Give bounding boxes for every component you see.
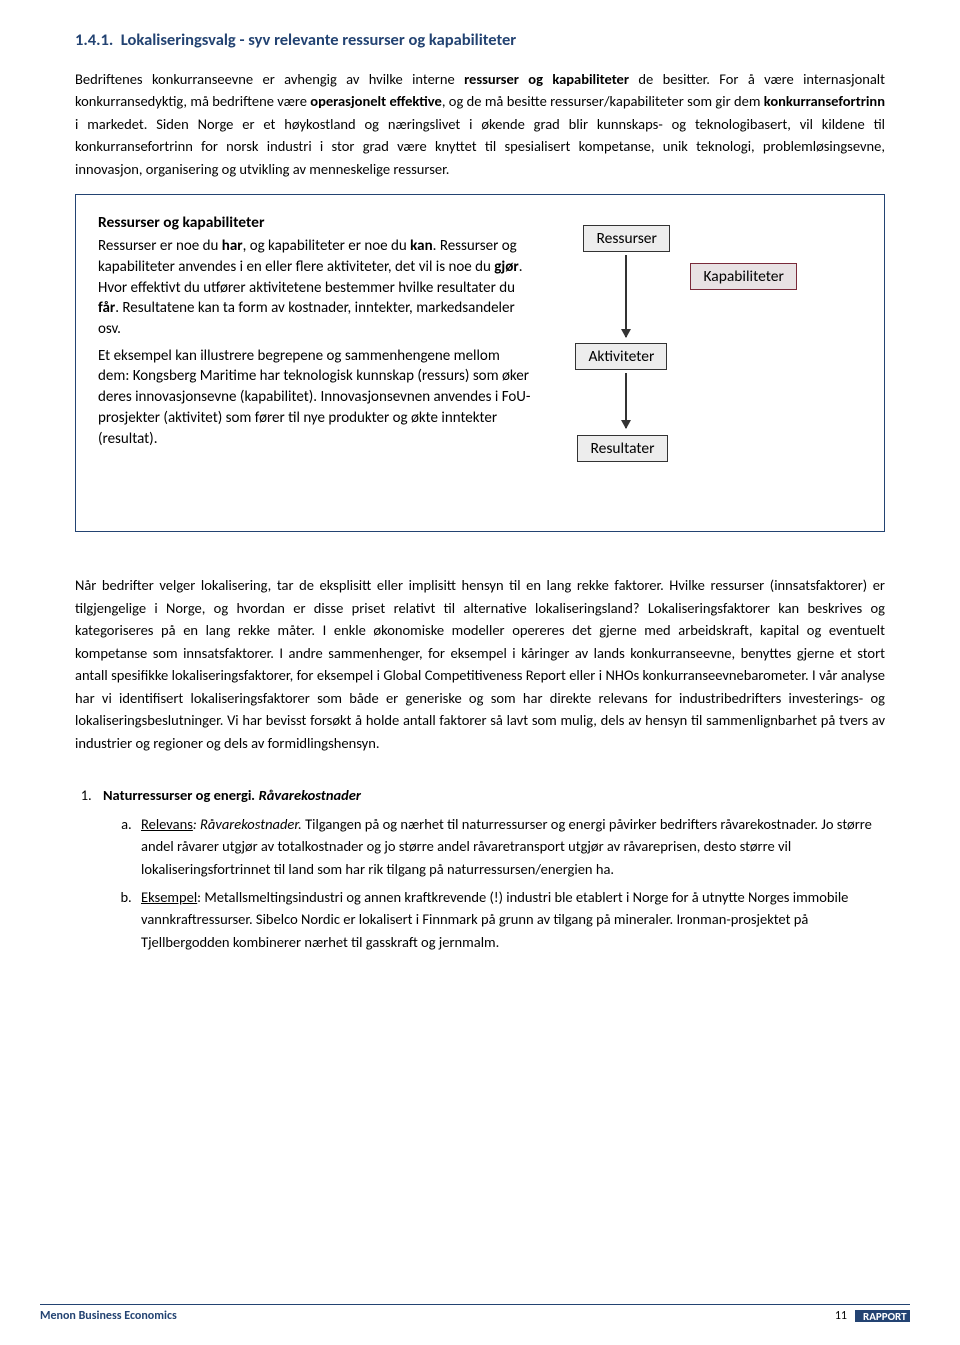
- footer-rule: [40, 1304, 910, 1305]
- report-tag: RAPPORT: [855, 1310, 910, 1322]
- section-title: 1.4.1. Lokaliseringsvalg - syv relevante…: [75, 30, 885, 50]
- sublist-b: Eksempel: Metallsmeltingsindustri og ann…: [135, 886, 885, 953]
- node-resultater: Resultater: [577, 435, 667, 462]
- footer-left: Menon Business Economics: [40, 1309, 177, 1323]
- list-item-1: Naturressurser og energi. Råvarekostnade…: [95, 784, 885, 953]
- box-para-1: Ressurser er noe du har, og kapabilitete…: [98, 236, 533, 339]
- intro-paragraph: Bedriftenes konkurranseevne er avhengig …: [75, 68, 885, 180]
- arrow-2: [625, 373, 627, 428]
- node-ressurser: Ressurser: [583, 225, 669, 252]
- sub-a-italic: : Råvarekostnader.: [193, 815, 302, 833]
- arrow-1: [625, 255, 627, 337]
- list-head-bold: Naturressurser og energi: [103, 786, 251, 804]
- numbered-list: Naturressurser og energi. Råvarekostnade…: [75, 784, 885, 953]
- box-para-2: Et eksempel kan illustrere begrepene og …: [98, 346, 533, 449]
- box-heading: Ressurser og kapabiliteter: [98, 213, 533, 232]
- sublist-a: Relevans: Råvarekostnader. Tilgangen på …: [135, 813, 885, 880]
- sub-a-lead: Relevans: [141, 815, 193, 833]
- sub-b-rest: : Metallsmeltingsindustri og annen kraft…: [141, 888, 848, 951]
- page-number: 11: [835, 1309, 849, 1323]
- sub-b-lead: Eksempel: [141, 888, 197, 906]
- node-aktiviteter: Aktiviteter: [575, 343, 667, 370]
- paragraph-2: Når bedrifter velger lokalisering, tar d…: [75, 574, 885, 754]
- info-box: Ressurser og kapabiliteter Ressurser er …: [75, 194, 885, 532]
- node-kapabiliteter: Kapabiliteter: [690, 263, 796, 290]
- list-head-italic: . Råvarekostnader: [251, 786, 361, 804]
- box-text-column: Ressurser og kapabiliteter Ressurser er …: [98, 213, 533, 513]
- box-diagram: Ressurser Kapabiliteter Aktiviteter Resu…: [555, 213, 862, 513]
- page-footer: Menon Business Economics 11 RAPPORT: [40, 1304, 910, 1323]
